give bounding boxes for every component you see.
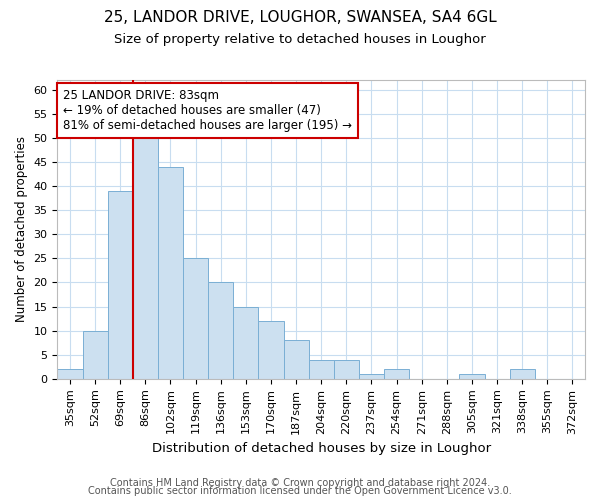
Y-axis label: Number of detached properties: Number of detached properties (15, 136, 28, 322)
Bar (384, 369, 409, 379)
Bar (133, 138, 158, 379)
Bar (208, 282, 233, 379)
Text: Contains public sector information licensed under the Open Government Licence v3: Contains public sector information licen… (88, 486, 512, 496)
Bar (359, 374, 384, 379)
Bar (58, 369, 83, 379)
Bar (158, 167, 183, 379)
Bar (460, 374, 485, 379)
Text: Contains HM Land Registry data © Crown copyright and database right 2024.: Contains HM Land Registry data © Crown c… (110, 478, 490, 488)
Text: Size of property relative to detached houses in Loughor: Size of property relative to detached ho… (114, 32, 486, 46)
Bar (334, 360, 359, 379)
Bar (83, 330, 107, 379)
Bar (259, 321, 284, 379)
Bar (233, 306, 259, 379)
Bar (284, 340, 308, 379)
Bar (183, 258, 208, 379)
X-axis label: Distribution of detached houses by size in Loughor: Distribution of detached houses by size … (152, 442, 491, 455)
Bar (509, 369, 535, 379)
Bar (107, 191, 133, 379)
Bar (308, 360, 334, 379)
Text: 25 LANDOR DRIVE: 83sqm
← 19% of detached houses are smaller (47)
81% of semi-det: 25 LANDOR DRIVE: 83sqm ← 19% of detached… (62, 89, 352, 132)
Text: 25, LANDOR DRIVE, LOUGHOR, SWANSEA, SA4 6GL: 25, LANDOR DRIVE, LOUGHOR, SWANSEA, SA4 … (104, 10, 496, 25)
